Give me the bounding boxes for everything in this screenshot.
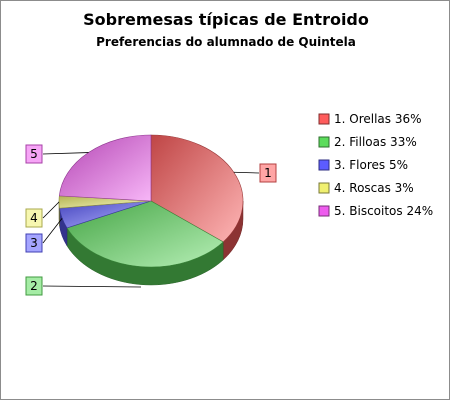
callout-box-5 — [25, 144, 43, 164]
callout-line-4 — [42, 201, 60, 219]
callout-line-5 — [42, 152, 89, 155]
chart-subtitle: Preferencias do alumnado de Quintela — [96, 35, 356, 49]
callout-line-1 — [233, 171, 260, 174]
legend-label-2: 2. Filloas 33% — [334, 135, 417, 149]
legend-label-3: 3. Flores 5% — [334, 158, 408, 172]
callout-label-5: 5 — [30, 147, 38, 161]
legend-swatch-5 — [318, 205, 330, 217]
legend-swatch-3 — [318, 159, 330, 171]
legend: 1. Orellas 36% 2. Filloas 33% 3. Flores 5%… — [318, 112, 433, 218]
callout-label-3: 3 — [30, 236, 38, 250]
legend-swatch-4 — [318, 182, 330, 194]
pie-slices — [58, 134, 244, 286]
legend-swatch-2 — [318, 136, 330, 148]
legend-label-5: 5. Biscoitos 24% — [334, 204, 433, 218]
callout-line-2 — [42, 285, 142, 288]
callout-label-1: 1 — [264, 166, 272, 180]
pie-slice-2 — [66, 200, 224, 268]
chart-title: Sobremesas típicas de Entroido — [83, 10, 369, 29]
callout-box-3 — [25, 233, 43, 253]
legend-label-4: 4. Roscas 3% — [334, 181, 414, 195]
callout-label-2: 2 — [30, 279, 38, 293]
callout-line-3 — [42, 218, 63, 244]
legend-label-1: 1. Orellas 36% — [334, 112, 422, 126]
pie-slice-5 — [58, 134, 152, 202]
callout-label-4: 4 — [30, 211, 38, 225]
slice-callouts: 1 2 3 4 5 — [25, 144, 277, 296]
callout-box-1 — [259, 163, 277, 183]
callout-box-4 — [25, 208, 43, 228]
callout-box-2 — [25, 276, 43, 296]
legend-swatch-1 — [318, 113, 330, 125]
